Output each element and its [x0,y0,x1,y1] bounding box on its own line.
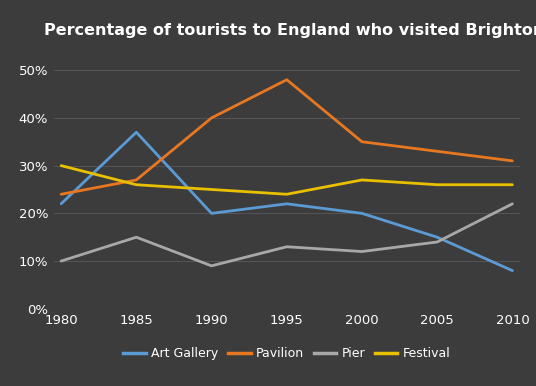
Art Gallery [58,201,64,206]
Festival [359,178,365,182]
Festival [509,183,516,187]
Pier [209,264,215,268]
Line: Art Gallery: Art Gallery [61,132,512,271]
Pier [58,259,64,263]
Pavilion [284,78,290,82]
Pier [509,201,516,206]
Pier [133,235,139,240]
Art Gallery [359,211,365,216]
Art Gallery [133,130,139,135]
Art Gallery [509,268,516,273]
Text: Percentage of tourists to England who visited Brighton attractions: Percentage of tourists to England who vi… [44,23,536,38]
Festival [434,183,441,187]
Festival [58,163,64,168]
Art Gallery [209,211,215,216]
Pavilion [434,149,441,154]
Legend: Art Gallery, Pavilion, Pier, Festival: Art Gallery, Pavilion, Pier, Festival [123,347,450,360]
Pavilion [509,159,516,163]
Festival [284,192,290,196]
Pier [284,244,290,249]
Pavilion [133,178,139,182]
Pavilion [359,139,365,144]
Pavilion [58,192,64,196]
Pier [359,249,365,254]
Pavilion [209,115,215,120]
Line: Pavilion: Pavilion [61,80,512,194]
Art Gallery [434,235,441,240]
Line: Festival: Festival [61,166,512,194]
Festival [133,183,139,187]
Line: Pier: Pier [61,204,512,266]
Pier [434,240,441,244]
Festival [209,187,215,192]
Art Gallery [284,201,290,206]
